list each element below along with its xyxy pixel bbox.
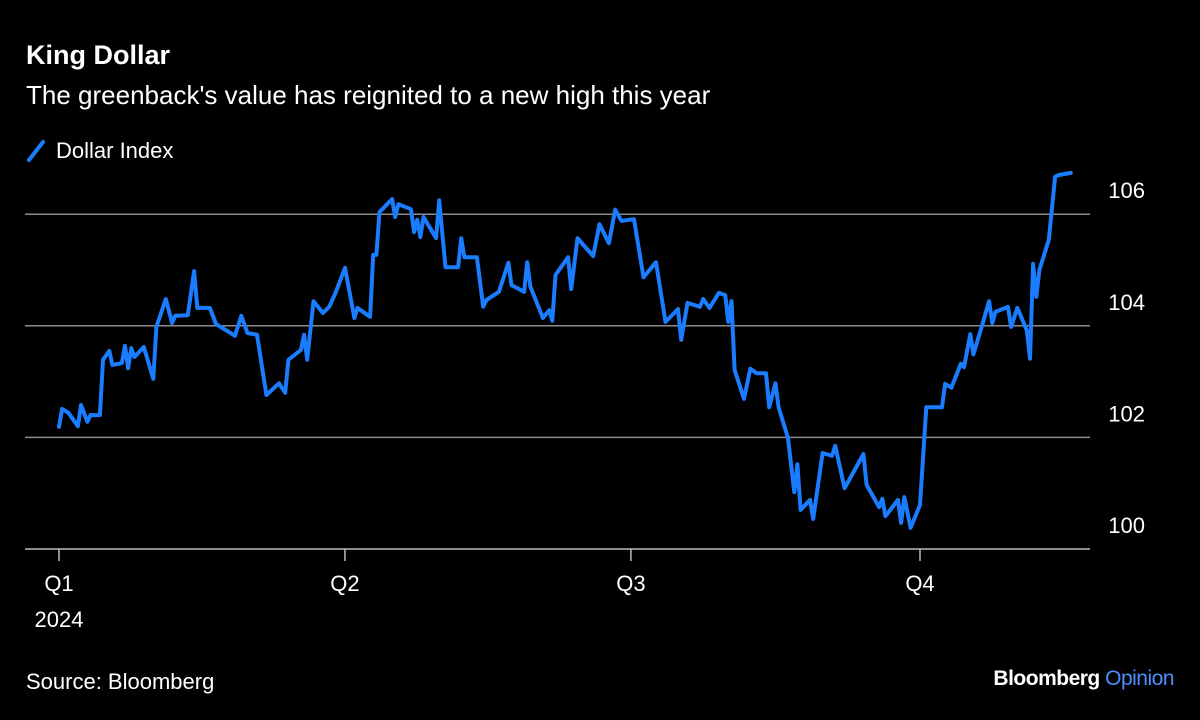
source-note: Source: Bloomberg [26,669,215,694]
x-tick-label: Q1 [44,571,73,596]
bloomberg-opinion-logo: Bloomberg Opinion [993,667,1174,691]
legend-line-icon [27,140,45,162]
y-tick-label: 100 [1108,513,1145,538]
chart-subtitle: The greenback's value has reignited to a… [26,80,711,110]
legend-label: Dollar Index [56,138,174,163]
legend: Dollar Index [26,138,173,164]
series-line-dollar-index [57,170,1073,530]
y-tick-label: 106 [1108,178,1145,203]
x-tick-label: Q4 [905,571,934,596]
x-tick-label: Q3 [616,571,645,596]
x-tick-sublabel: 2024 [35,607,84,632]
chart-title: King Dollar [26,40,171,70]
logo-section: Opinion [1105,667,1174,690]
x-tick-label: Q2 [330,571,359,596]
y-tick-label: 102 [1108,401,1145,426]
logo-brand: Bloomberg [993,667,1100,690]
y-tick-label: 104 [1108,290,1145,315]
